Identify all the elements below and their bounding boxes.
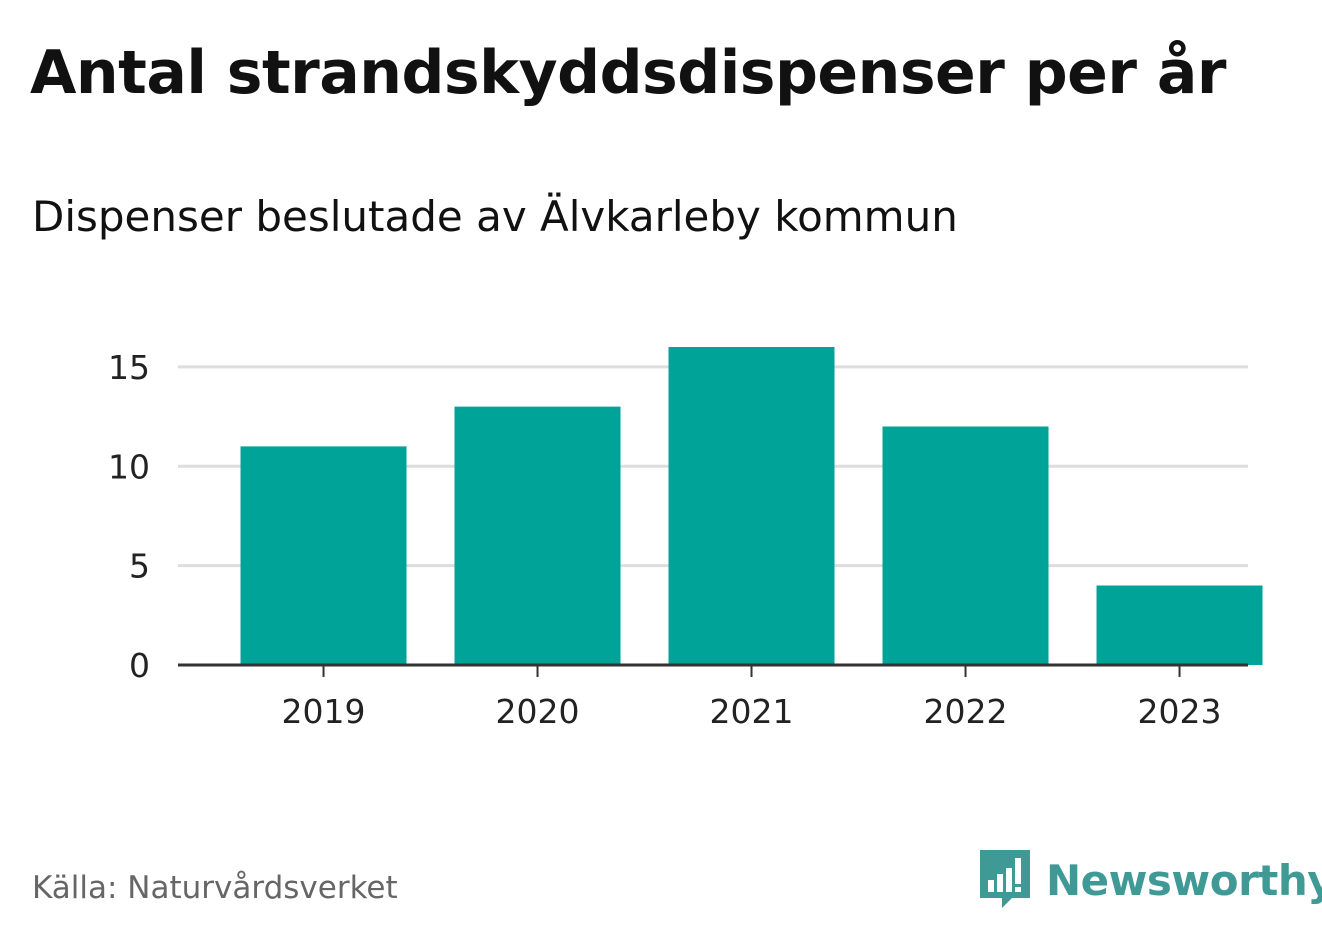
y-tick-label: 5 [129, 547, 150, 586]
y-tick-label: 10 [108, 447, 150, 486]
x-tick-label: 2022 [924, 692, 1008, 731]
x-tick-label: 2021 [710, 692, 794, 731]
bar-2020 [454, 406, 621, 665]
bar-2023 [1096, 585, 1263, 665]
x-tick-label: 2020 [496, 692, 580, 731]
y-tick-label: 0 [129, 646, 150, 685]
bar-2021 [668, 347, 835, 665]
x-tick-labels: 2019 2020 2021 2022 2023 [282, 692, 1222, 731]
x-tick-label: 2023 [1138, 692, 1222, 731]
x-axis [178, 663, 1248, 677]
y-tick-label: 15 [108, 348, 150, 387]
bar-2019 [240, 446, 407, 665]
bar-chart: 0 5 10 15 2019 2020 2021 2022 2023 [108, 347, 1263, 731]
bars [240, 347, 1263, 665]
brand: Newsworthy [980, 850, 1322, 910]
chart-subtitle: Dispenser beslutade av Älvkarleby kommun [32, 192, 958, 241]
bar-2022 [882, 426, 1049, 665]
newsworthy-logo-icon [980, 850, 1030, 908]
brand-name: Newsworthy [1046, 855, 1322, 905]
y-tick-labels: 0 5 10 15 [108, 348, 150, 685]
x-tick-label: 2019 [282, 692, 366, 731]
source-note: Källa: Naturvårdsverket [32, 870, 398, 906]
chart-title: Antal strandskyddsdispenser per år [30, 38, 1226, 108]
